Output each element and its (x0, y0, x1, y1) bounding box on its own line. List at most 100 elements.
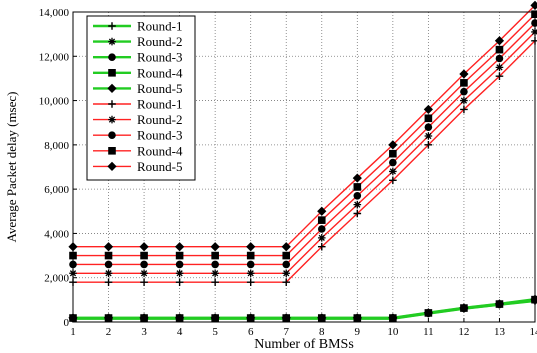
data-point-marker (389, 176, 397, 185)
data-point-marker (211, 278, 219, 286)
y-tick-label: 10,000 (39, 96, 70, 108)
data-point-marker (317, 234, 326, 242)
series-line (73, 22, 536, 266)
data-point-marker (388, 313, 398, 323)
x-tick-label: 14 (530, 326, 537, 338)
data-point-marker (353, 183, 362, 191)
plot-frame (72, 11, 536, 323)
data-point-marker (353, 191, 362, 200)
series-line (73, 13, 536, 257)
data-point-marker (282, 260, 291, 269)
data-point-marker (495, 54, 504, 63)
data-point-marker (103, 313, 114, 323)
data-point-marker (389, 149, 397, 158)
y-tick-label: 8,000 (44, 140, 69, 152)
legend-marker (108, 100, 116, 108)
y-tick-label: 6,000 (44, 184, 69, 196)
x-tick-label: 12 (458, 326, 469, 338)
data-point-marker (424, 123, 433, 131)
legend-label: Round-1 (137, 19, 183, 34)
x-tick-labels: 1234567891011121314 (70, 318, 537, 338)
x-tick-label: 3 (141, 326, 147, 338)
legend-label: Round-2 (137, 34, 183, 49)
data-point-marker (140, 278, 148, 286)
x-tick-label: 11 (423, 326, 434, 338)
data-point-marker (246, 269, 255, 278)
y-tick-label: 0 (64, 317, 70, 329)
data-point-marker (282, 278, 291, 286)
data-point-marker (423, 308, 433, 318)
legend-label: Round-3 (137, 128, 183, 143)
legend-label: Round-5 (137, 159, 183, 174)
series-line (73, 4, 536, 248)
legend-marker (108, 37, 116, 46)
data-point-marker (424, 141, 433, 149)
data-point-marker (103, 242, 114, 252)
data-point-marker (104, 269, 113, 278)
data-point-marker (460, 105, 468, 114)
x-tick-label: 2 (106, 326, 112, 338)
legend-label: Round-4 (137, 65, 183, 80)
legend-marker (108, 69, 116, 77)
data-point-marker (460, 79, 468, 87)
data-point-marker (175, 251, 184, 260)
data-point-marker (281, 313, 291, 323)
y-tick-label: 4,000 (44, 228, 69, 240)
data-point-marker (175, 278, 184, 286)
data-point-marker (495, 72, 504, 81)
x-tick-label: 9 (355, 326, 361, 338)
data-point-marker (424, 114, 433, 123)
legend-label: Round-5 (137, 81, 183, 96)
data-point-marker (495, 45, 504, 54)
legend-box (86, 15, 196, 181)
data-point-marker (353, 200, 362, 209)
y-tick-label: 2,000 (44, 273, 69, 285)
data-point-marker (424, 132, 433, 140)
x-tick-label: 13 (494, 326, 506, 338)
data-point-marker (459, 303, 469, 313)
y-axis-label: Average Packet delay (msec) (4, 92, 19, 243)
series-line (73, 298, 536, 319)
legend-label: Round-2 (137, 112, 183, 127)
data-point-marker (460, 96, 468, 105)
data-point-marker (140, 260, 148, 269)
data-point-marker (175, 242, 185, 252)
data-point-marker (423, 104, 433, 115)
data-point-marker (317, 242, 326, 251)
x-tick-label: 6 (248, 326, 254, 338)
data-point-marker (281, 242, 291, 252)
data-point-marker (246, 278, 255, 286)
data-point-marker (317, 216, 326, 224)
data-point-marker (459, 69, 469, 79)
legend-marker (107, 161, 117, 171)
legend-label: Round-1 (137, 97, 183, 112)
data-point-marker (140, 269, 148, 278)
data-point-marker (494, 299, 505, 309)
x-tick-label: 8 (319, 326, 325, 338)
data-point-marker (317, 206, 327, 216)
series-line (73, 40, 536, 283)
legend-label: Round-3 (137, 50, 183, 65)
legend-marker (108, 22, 116, 30)
data-point-marker (104, 260, 113, 269)
data-point-marker (282, 251, 291, 260)
x-tick-label: 7 (283, 326, 289, 338)
data-point-marker (139, 313, 149, 323)
data-point-marker (531, 10, 537, 19)
data-point-marker (352, 173, 362, 183)
data-point-marker (104, 278, 113, 286)
data-point-marker (317, 225, 326, 233)
data-point-marker (352, 313, 362, 323)
legend-marker (108, 131, 116, 139)
data-point-marker (211, 260, 219, 269)
data-point-marker (282, 269, 291, 278)
legend-marker (108, 147, 116, 155)
data-point-marker (353, 209, 362, 218)
data-point-marker (494, 36, 505, 46)
series-lines (73, 4, 536, 320)
legend-label: Round-4 (137, 143, 183, 158)
data-point-marker (495, 63, 504, 72)
data-point-marker (389, 158, 397, 167)
y-tick-label: 14,000 (39, 7, 70, 19)
